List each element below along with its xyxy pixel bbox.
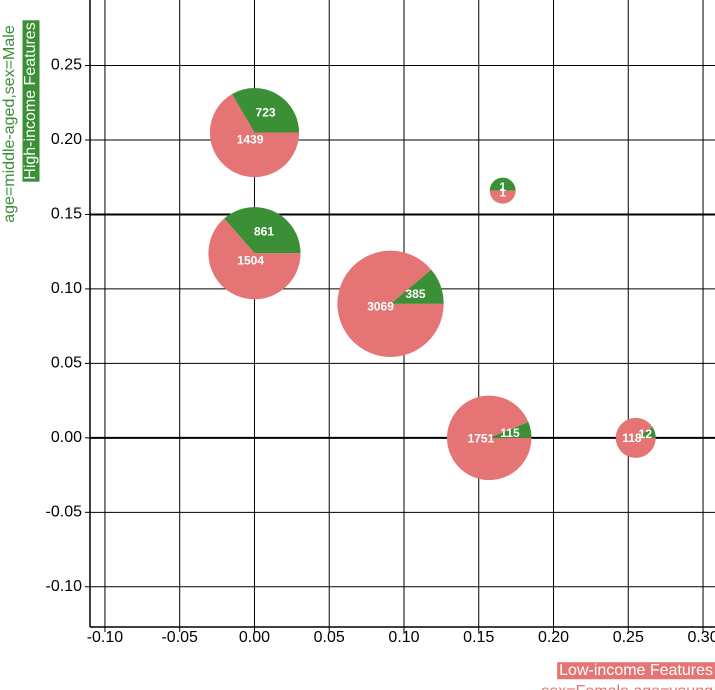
data-label: 12 <box>639 427 653 441</box>
pie-slice <box>489 421 532 438</box>
x-tick-label: 0.00 <box>239 629 270 646</box>
y-tick-label: 0.15 <box>51 206 82 223</box>
data-label: 723 <box>256 105 276 119</box>
legend-label: High-income Features <box>22 22 39 179</box>
x-tick-label: 0.30 <box>687 629 715 646</box>
pie-slice <box>231 88 300 133</box>
legend-box <box>22 20 40 182</box>
x-axis-label: sex=Female,age=young <box>541 683 713 690</box>
data-label: 1439 <box>237 132 264 146</box>
data-label: 861 <box>254 224 274 238</box>
y-tick-label: -0.05 <box>46 504 83 521</box>
data-label: 3069 <box>367 300 394 314</box>
pie-slice <box>489 177 516 191</box>
y-axis-label: age=middle-aged,sex=Male <box>1 25 18 223</box>
pie-bubble: 11 <box>489 177 516 204</box>
data-label: 118 <box>622 431 642 445</box>
data-label: 1504 <box>237 254 264 268</box>
x-tick-label: 0.15 <box>463 629 494 646</box>
pie-slice <box>390 269 444 304</box>
data-label: 1 <box>499 185 506 199</box>
pie-slice <box>446 395 532 481</box>
pie-slice <box>615 417 656 458</box>
pie-bubble: 861 1504 <box>208 207 301 300</box>
y-tick-label: 0.00 <box>51 429 82 446</box>
y-tick-label: 0.10 <box>51 280 82 297</box>
x-tick-label: 0.25 <box>613 629 644 646</box>
y-tick-label: 0.05 <box>51 355 82 372</box>
pie-bubble: 723 1439 <box>209 88 300 178</box>
pie-slice <box>209 94 300 178</box>
x-tick-label: 0.20 <box>538 629 569 646</box>
y-tick-label: 0.20 <box>51 131 82 148</box>
pie-slice <box>208 218 301 300</box>
data-label: 1 <box>499 180 506 194</box>
pie-bubble: 115 1751 <box>446 395 532 481</box>
pie-bubble: 385 3069 <box>337 250 444 357</box>
data-label: 385 <box>405 287 425 301</box>
x-tick-label: -0.05 <box>161 629 198 646</box>
x-tick-label: 0.05 <box>314 629 345 646</box>
pie-slice <box>337 250 444 357</box>
pie-slice <box>489 190 516 204</box>
pie-slice <box>635 426 656 438</box>
y-tick-label: -0.10 <box>46 578 83 595</box>
x-tick-label: -0.10 <box>87 629 124 646</box>
data-label: 115 <box>500 426 520 440</box>
y-tick-label: 0.25 <box>51 57 82 74</box>
x-tick-label: 0.10 <box>388 629 419 646</box>
pie-slice <box>224 207 301 254</box>
legend-box <box>557 662 715 680</box>
axis-labels: age=middle-aged,sex=Male High-income Feat… <box>1 20 715 690</box>
legend-label: Low-income Features <box>559 662 713 679</box>
data-label: 1751 <box>468 432 495 446</box>
